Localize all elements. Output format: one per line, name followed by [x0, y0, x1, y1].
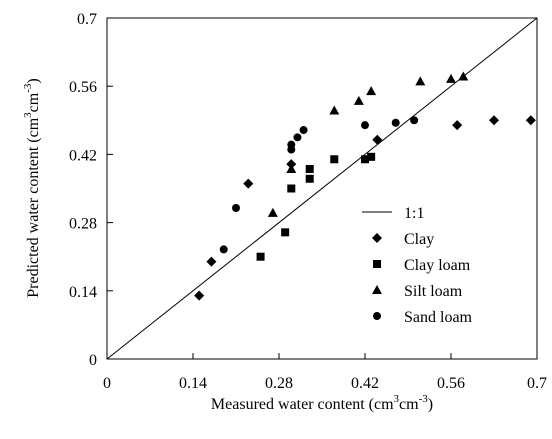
- legend-label: Clay loam: [404, 257, 471, 274]
- legend-diamond-swatch: [372, 233, 382, 243]
- diamond-point: [206, 256, 217, 267]
- y-tick-label: 0.7: [77, 11, 97, 28]
- y-tick-label: 0.56: [69, 79, 97, 96]
- data-points: [194, 71, 536, 301]
- square-point: [330, 155, 339, 164]
- x-tick-label: 0.42: [351, 375, 379, 392]
- square-point: [367, 152, 376, 161]
- y-tick-label: 0.14: [69, 284, 97, 301]
- legend-item-sand-loam: Sand loam: [373, 309, 473, 326]
- x-tick-label: 0.7: [527, 375, 547, 392]
- x-tick-label: 0.56: [437, 375, 465, 392]
- diamond-point: [525, 115, 536, 126]
- legend-label: Silt loam: [404, 283, 463, 300]
- square-point: [361, 155, 369, 164]
- diamond-point: [243, 178, 254, 189]
- y-tick-label: 0.42: [69, 147, 97, 164]
- legend-item-clay-loam: Clay loam: [373, 257, 471, 274]
- legend-item-silt-loam: Silt loam: [372, 283, 463, 300]
- circle-point: [361, 121, 369, 130]
- series-sand-loam: [219, 116, 419, 254]
- series-silt-loam: [267, 71, 469, 217]
- y-tick-label: 0.28: [69, 216, 97, 233]
- x-tick-label: 0: [103, 375, 111, 392]
- circle-point: [391, 118, 400, 127]
- x-tick-label: 0.28: [265, 375, 293, 392]
- circle-point: [299, 126, 308, 135]
- y-axis-title: Predicted water content (cm3cm-3): [22, 78, 42, 297]
- square-point: [305, 174, 314, 183]
- diamond-point: [452, 120, 463, 131]
- x-axis-title: Measured water content (cm3cm-3): [211, 393, 433, 413]
- triangle-point: [458, 71, 469, 81]
- triangle-point: [415, 76, 426, 86]
- triangle-point: [446, 73, 456, 83]
- legend-label: Sand loam: [404, 309, 473, 326]
- legend: 1:1 Clay Clay loam Silt loam Sand loam: [362, 205, 473, 326]
- y-axis: 0 0.14 0.28 0.42 0.56 0.7: [69, 11, 113, 369]
- triangle-point: [286, 164, 297, 174]
- legend-triangle-swatch: [372, 285, 382, 294]
- circle-point: [410, 116, 419, 125]
- x-tick-label: 0.14: [179, 375, 207, 392]
- triangle-point: [329, 105, 340, 115]
- square-point: [281, 228, 290, 237]
- legend-item-clay: Clay: [372, 231, 434, 248]
- circle-point: [287, 140, 296, 149]
- triangle-point: [267, 207, 278, 217]
- legend-label: 1:1: [404, 205, 424, 222]
- square-point: [305, 165, 314, 174]
- one-to-one-line: [106, 17, 538, 360]
- diamond-point: [489, 115, 499, 126]
- legend-circle-swatch: [373, 312, 381, 320]
- triangle-point: [366, 86, 377, 96]
- circle-point: [232, 203, 240, 212]
- series-clay: [194, 115, 536, 301]
- plot-frame: [106, 17, 538, 360]
- triangle-point: [353, 95, 364, 105]
- diamond-point: [194, 290, 205, 301]
- y-tick-label: 0: [89, 352, 97, 369]
- square-point: [256, 252, 265, 261]
- legend-label: Clay: [404, 231, 434, 248]
- legend-square-swatch: [373, 260, 381, 268]
- legend-item-1-1: 1:1: [362, 205, 424, 222]
- series-clay-loam: [256, 152, 376, 261]
- x-axis: 0 0.14 0.28 0.42 0.56 0.7: [103, 353, 547, 392]
- square-point: [287, 184, 296, 193]
- circle-point: [219, 245, 228, 254]
- diamond-point: [372, 134, 383, 145]
- circle-point: [293, 133, 302, 142]
